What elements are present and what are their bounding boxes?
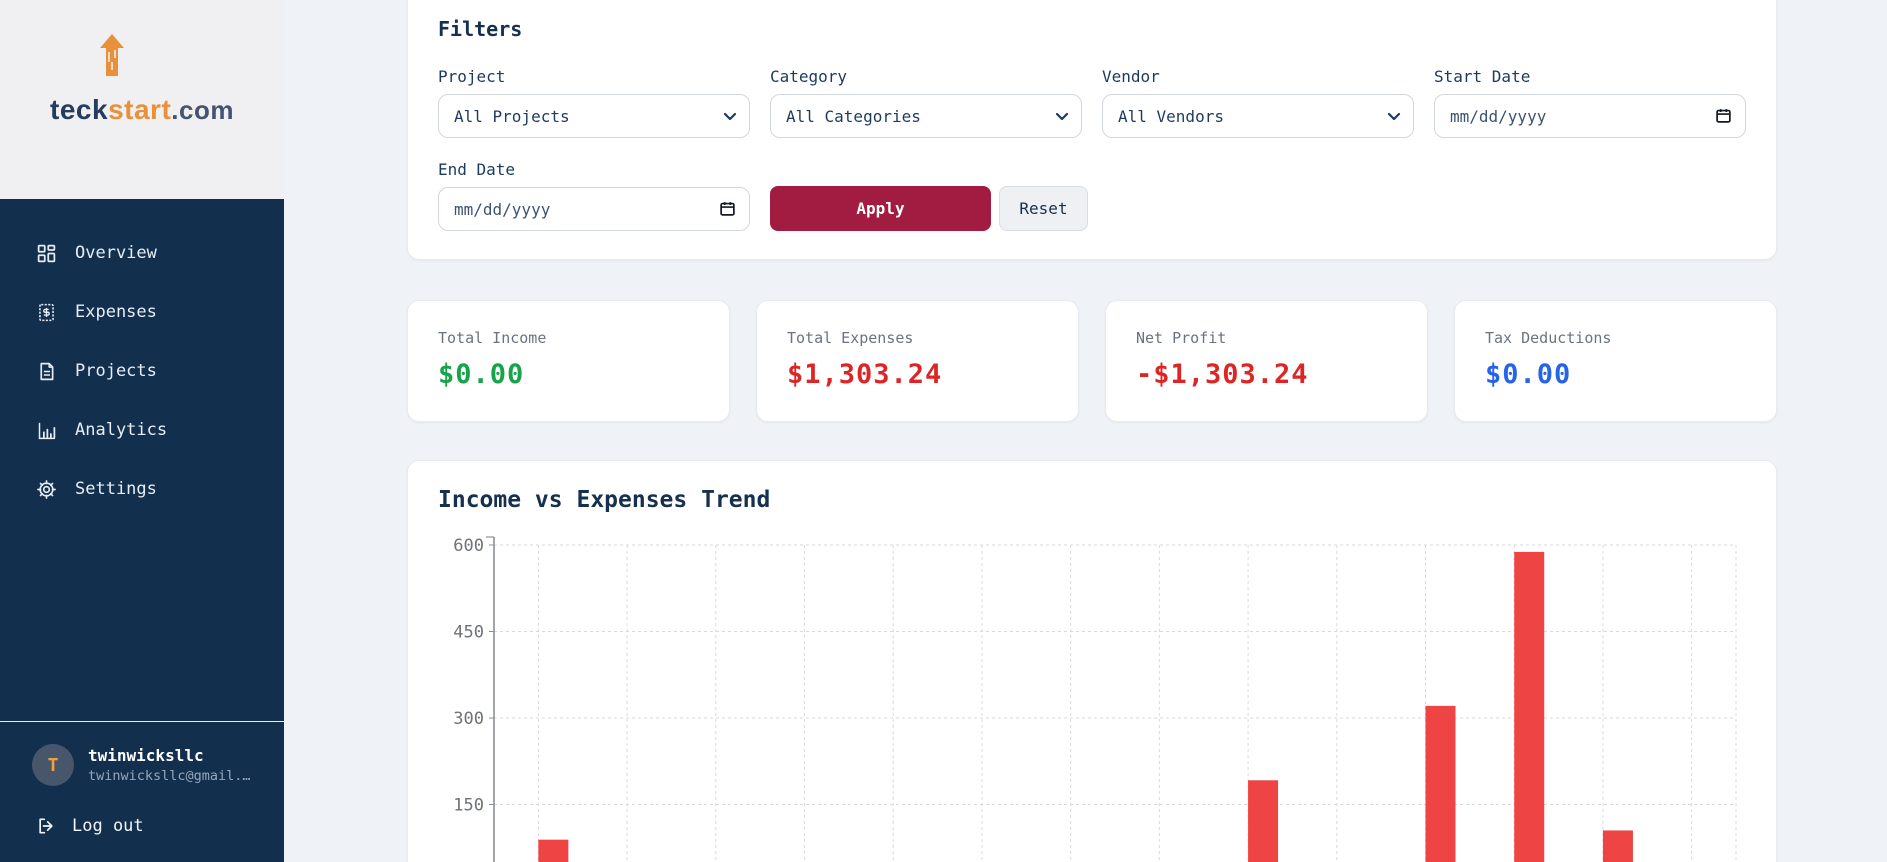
brand-teck: teck [50,93,109,125]
category-select[interactable]: All Categories [770,94,1082,138]
bar-chart-icon [38,422,56,439]
sidebar-item-label: Expenses [75,302,157,322]
start-date-label: Start Date [1434,67,1531,86]
sidebar-divider [0,721,284,722]
stat-value-3: $0.00 [1485,359,1572,390]
total-expenses-card: Total Expenses $1,303.24 [756,300,1079,422]
stat-value-2: -$1,303.24 [1136,359,1309,390]
apply-button[interactable]: Apply [770,186,991,231]
stat-cards: Total Income $0.00 Total Expenses $1,303… [407,300,1777,422]
sidebar-item-settings[interactable]: Settings [0,465,284,513]
total-income-card: Total Income $0.00 [407,300,730,422]
project-label: Project [438,67,506,86]
sidebar-nav: Overview Expenses Projects Analytics [0,199,284,524]
chart-title: Income vs Expenses Trend [438,487,771,513]
net-profit-card: Net Profit -$1,303.24 [1105,300,1428,422]
avatar: T [32,744,74,786]
sidebar-item-analytics[interactable]: Analytics [0,406,284,454]
main-content: Filters Project All Projects Category Al… [284,0,1887,862]
gear-icon [37,479,56,499]
logout-icon [39,818,53,834]
logout-label: Log out [72,816,144,836]
sidebar-item-label: Overview [75,243,157,263]
user-info: T twinwicksllc twinwicksllc@gmail.… [0,722,284,796]
start-date-field: Start Date [1434,67,1746,138]
logo: teckstart.com [0,0,284,199]
end-date-input[interactable] [438,187,750,231]
end-date-field: End Date [438,160,750,231]
stat-label: Total Income [438,329,547,347]
svg-text:450: 450 [453,623,484,643]
logo-arrow-icon [100,34,124,76]
trend-chart-panel: Income vs Expenses Trend 015030045060020… [407,460,1777,862]
sidebar-item-projects[interactable]: Projects [0,347,284,395]
stat-value-1: $1,303.24 [787,359,943,390]
vendor-label: Vendor [1102,67,1160,86]
vendor-field: Vendor All Vendors [1102,67,1414,138]
receipt-icon [39,303,54,321]
sidebar-item-overview[interactable]: Overview [0,229,284,277]
grid-icon [37,244,56,262]
logout-button[interactable]: Log out [0,796,284,862]
sidebar-item-label: Analytics [75,420,168,440]
stat-value-0: $0.00 [438,359,525,390]
document-icon [40,362,54,380]
sidebar-item-label: Settings [75,479,157,499]
end-date-label: End Date [438,160,516,179]
svg-text:300: 300 [453,709,484,729]
brand-wordmark: teckstart.com [50,94,234,126]
svg-text:150: 150 [453,796,484,816]
user-name: twinwicksllc [88,746,204,766]
project-select[interactable]: All Projects [438,94,750,138]
stat-label: Net Profit [1136,329,1227,347]
reset-button[interactable]: Reset [999,186,1088,231]
stat-label: Tax Deductions [1485,329,1612,347]
start-date-input[interactable] [1434,94,1746,138]
brand-com: .com [171,94,234,125]
project-field: Project All Projects [438,67,750,138]
sidebar-item-expenses[interactable]: Expenses [0,288,284,336]
filters-title: Filters [438,17,523,41]
sidebar: teckstart.com Overview Expenses Projects [0,0,284,862]
category-label: Category [770,67,848,86]
sidebar-footer: T twinwicksllc twinwicksllc@gmail.… Log … [0,721,284,862]
filters-panel: Filters Project All Projects Category Al… [407,0,1777,260]
sidebar-item-label: Projects [75,361,157,381]
stat-label: Total Expenses [787,329,914,347]
svg-text:600: 600 [453,536,484,556]
brand-start: start [108,93,172,125]
trend-chart: 01503004506002024-122025-012025-022025-0… [453,536,1737,862]
tax-deductions-card: Tax Deductions $0.00 [1454,300,1777,422]
category-field: Category All Categories [770,67,1082,138]
user-email: twinwicksllc@gmail.… [88,767,251,784]
vendor-select[interactable]: All Vendors [1102,94,1414,138]
